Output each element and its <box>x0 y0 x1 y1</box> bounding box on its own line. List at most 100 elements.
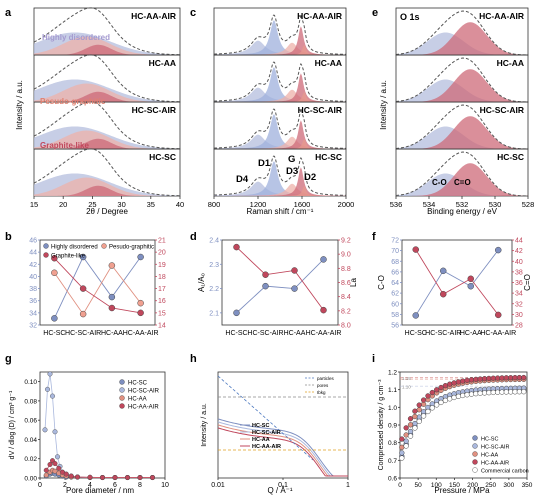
sample-label: HC-SC <box>315 152 342 162</box>
annotation-pseudo-graphitic: Pesudo-graphitic <box>40 97 106 106</box>
data-point <box>291 267 298 274</box>
x-tick-label: 6 <box>113 482 117 489</box>
graphite-like-area <box>34 138 180 149</box>
data-point <box>399 436 405 442</box>
y-axis-label-left: C-O <box>377 275 386 290</box>
panel-letter: h <box>190 353 197 365</box>
x-tick-label: 528 <box>522 200 535 209</box>
data-point <box>447 396 453 402</box>
y-tick-label: 1.2 <box>388 370 397 377</box>
legend-label: Highly disordered <box>51 245 98 251</box>
envelope-line <box>213 61 347 102</box>
y-tick-label-left: 68 <box>391 259 399 266</box>
x-category-label: HC-SC <box>405 330 427 337</box>
data-point <box>455 379 462 385</box>
pseudo-graphitic-area <box>34 36 180 55</box>
y-tick-label-left: 58 <box>391 312 399 319</box>
y-tick-label-right: 9.2 <box>341 238 351 245</box>
y-tick-label-right: 44 <box>515 238 523 245</box>
data-point <box>516 374 523 381</box>
data-point <box>407 428 414 435</box>
band-label: G <box>288 154 295 165</box>
data-point <box>137 309 144 317</box>
data-point <box>440 267 447 275</box>
pseudo-graphitic-area <box>34 130 180 149</box>
y-tick-label: 0.04 <box>24 437 37 444</box>
x-tick-label: 40 <box>176 200 184 209</box>
data-point <box>442 397 449 404</box>
d4-band-area <box>214 134 346 149</box>
y-tick-label-right: 14 <box>158 323 166 330</box>
data-point <box>149 475 155 481</box>
legend-label: HC-SC-AIR <box>252 430 281 436</box>
data-point <box>99 475 105 481</box>
series-line <box>54 257 141 314</box>
y-tick-label-right: 8.8 <box>341 266 351 273</box>
envelope-line <box>33 7 181 56</box>
data-point <box>407 422 414 428</box>
data-point <box>467 282 474 290</box>
y-tick-label: 0.00 <box>24 476 37 483</box>
x-tick-label: 300 <box>503 482 514 489</box>
x-axis-label: Q / Å⁻¹ <box>267 486 292 495</box>
y-tick-label-right: 21 <box>158 238 166 245</box>
data-point <box>55 454 61 460</box>
series-line <box>415 249 499 316</box>
legend-label: HC-AA <box>481 453 498 459</box>
y-tick-label-left: 2.1 <box>209 310 219 317</box>
data-point <box>399 444 405 450</box>
y-tick-label-left: 66 <box>391 269 399 276</box>
data-point <box>56 465 62 471</box>
sample-label: HC-SC-AIR <box>480 105 524 115</box>
data-point <box>50 393 56 399</box>
y-tick-label-right: 8.4 <box>341 294 351 301</box>
band-label: D1 <box>258 158 271 169</box>
envelope-line <box>213 108 347 149</box>
legend-label: HC-AA <box>252 437 270 443</box>
envelope-line <box>395 10 529 56</box>
data-point <box>74 474 80 480</box>
data-point <box>433 402 440 408</box>
y-tick-label-left: 2.4 <box>209 238 219 245</box>
data-point <box>412 246 419 253</box>
x-category-label: HC-SC <box>43 330 65 337</box>
series-line <box>236 259 324 314</box>
y-tick-label-left: 42 <box>29 262 37 269</box>
x-tick-label: 30 <box>117 200 125 209</box>
legend-marker <box>472 451 478 457</box>
d4-band-area <box>214 40 346 55</box>
data-point <box>412 408 418 414</box>
data-point <box>412 413 418 420</box>
data-point <box>473 376 479 383</box>
data-point <box>440 290 447 298</box>
data-point <box>420 397 427 403</box>
annotation-graphite-like: Graphite-like <box>40 141 89 150</box>
data-point <box>47 462 53 468</box>
panel-a: a Intensity / a.u. HC-AA-AIR HC-AA HC-SC-A… <box>5 7 184 216</box>
y-tick-label-left: 40 <box>29 274 37 281</box>
data-point <box>108 304 116 312</box>
y-tick-label-left: 32 <box>29 323 37 330</box>
panel-d: d 2.1 2.2 2.3 2.4 8.0 8.2 8.4 8.6 8.8 9.0 9.2 HC-SC… <box>190 231 358 337</box>
data-point <box>425 408 431 415</box>
y-tick-label: 1.1 <box>388 387 397 394</box>
graphite-like-area <box>34 44 180 55</box>
legend-marker <box>101 243 107 249</box>
panel-letter: b <box>5 231 12 243</box>
legend-label: Commercial carbon <box>481 469 529 475</box>
legend-marker <box>472 435 478 441</box>
data-point <box>412 425 418 431</box>
data-point <box>63 471 69 477</box>
y-axis-label-right: La <box>349 278 358 287</box>
sample-label: HC-AA-AIR <box>479 11 524 21</box>
legend-marker <box>119 387 125 393</box>
data-point <box>403 443 409 449</box>
x-tick-label: 0 <box>398 482 402 489</box>
x-tick-label: 0.01 <box>211 482 225 489</box>
legend-marker <box>43 252 49 258</box>
data-point <box>499 375 505 381</box>
x-category-label: HC-SC-AIR <box>247 330 283 337</box>
data-point <box>52 461 58 467</box>
y-axis-label-left: A₁/A₀ <box>197 273 206 292</box>
y-tick-label-left: 38 <box>29 286 37 293</box>
